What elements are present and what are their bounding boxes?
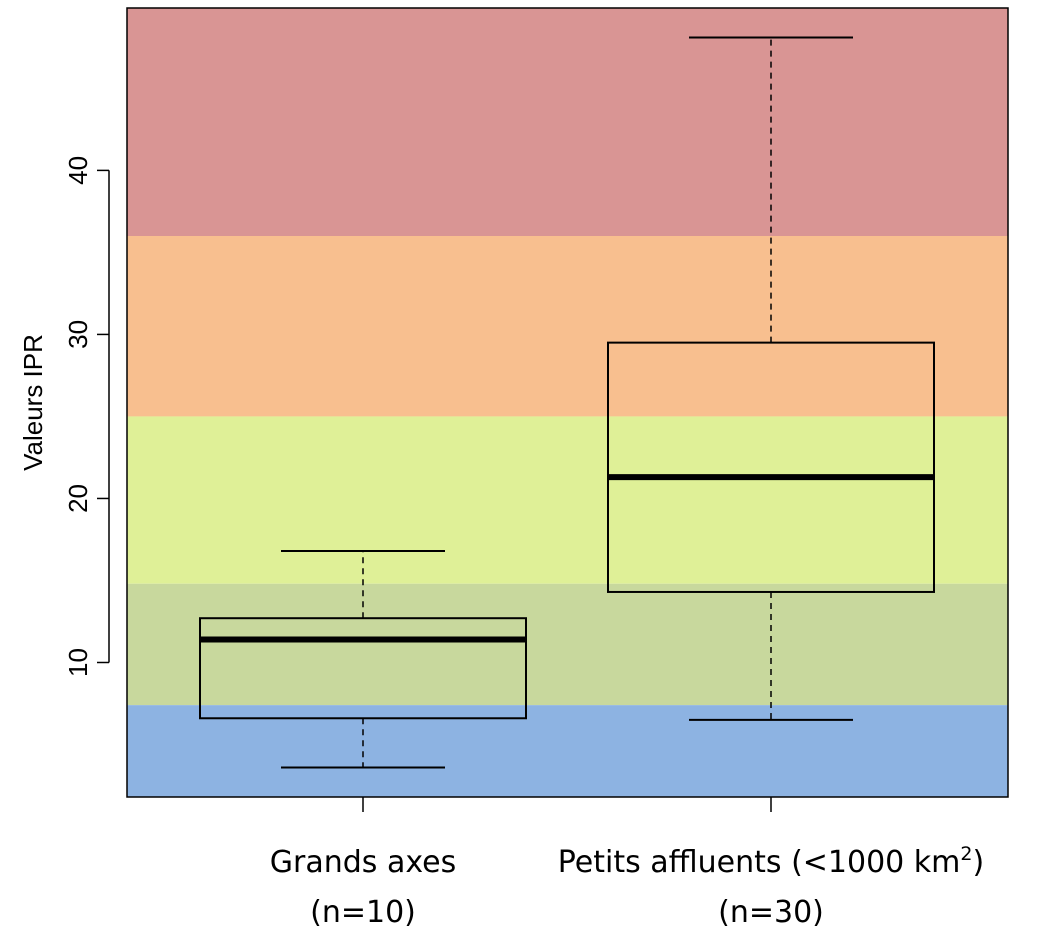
- y-tick-label: 10: [63, 648, 93, 677]
- y-axis-title: Valeurs IPR: [18, 334, 48, 471]
- box-iqr: [607, 341, 935, 593]
- x-category-label-line1: Grands axes: [270, 845, 457, 880]
- y-tick-label: 30: [63, 320, 93, 349]
- x-category-label-line2: (n=10): [310, 895, 416, 930]
- quality-band-1: [127, 236, 1008, 417]
- y-axis: 10 20 30 40: [63, 156, 110, 677]
- box-series-0: [199, 549, 527, 769]
- box-series-1: [607, 36, 935, 721]
- quality-band-2: [127, 416, 1008, 584]
- boxes: [199, 36, 935, 769]
- quality-band-0: [127, 8, 1008, 237]
- quality-band-4: [127, 705, 1008, 797]
- x-axis: Grands axes (n=10) Petits affluents (<1000…: [270, 797, 984, 930]
- plot-frame: [126, 7, 1009, 798]
- y-tick-label: 20: [63, 484, 93, 513]
- quality-band-3: [127, 583, 1008, 706]
- x-category-label-line2: (n=30): [718, 895, 824, 930]
- quality-bands: [127, 8, 1008, 797]
- box-iqr: [199, 617, 527, 720]
- y-tick-label: 40: [63, 156, 93, 185]
- x-category-label-line1: Petits affluents (<1000 km2): [558, 843, 984, 880]
